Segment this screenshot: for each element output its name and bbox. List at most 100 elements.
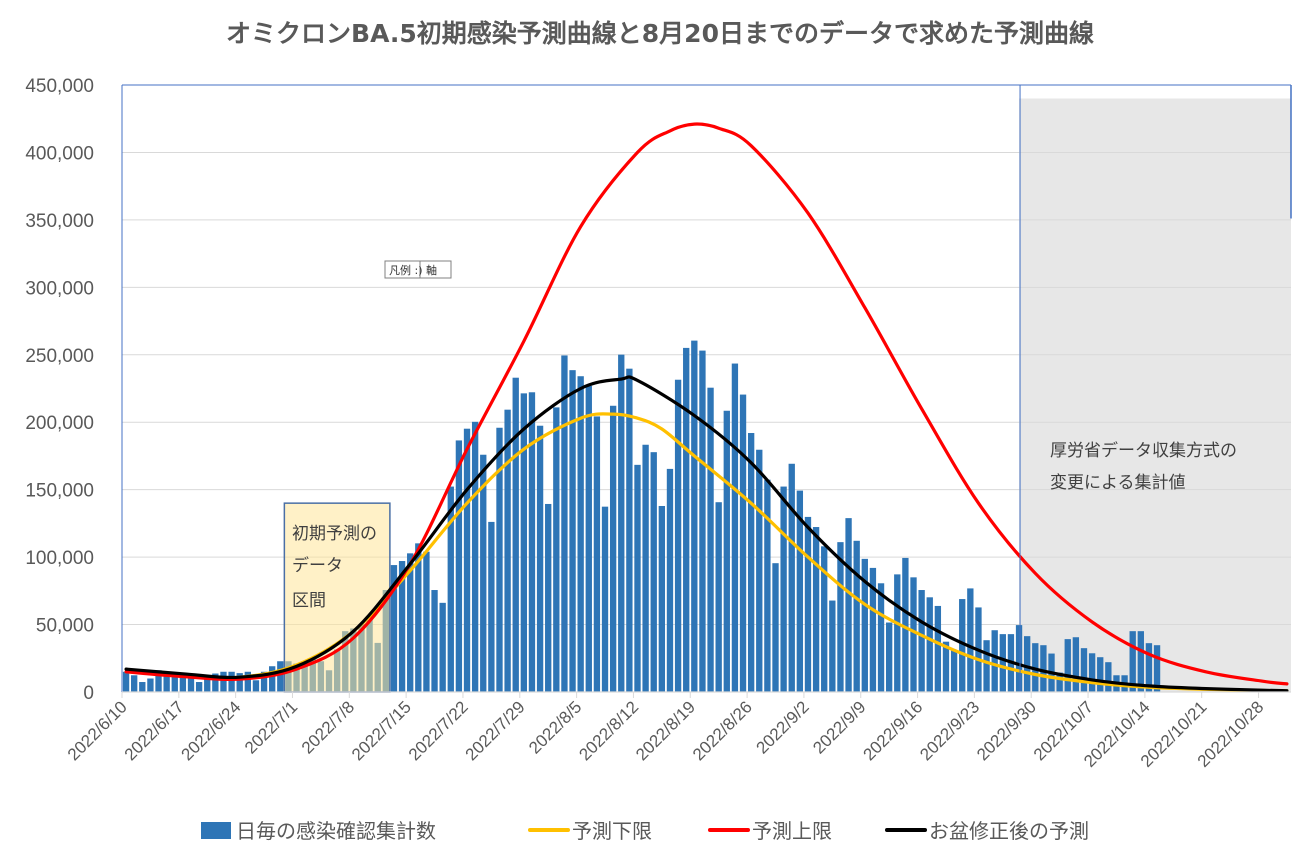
bar <box>967 588 974 692</box>
bar <box>877 583 885 692</box>
bar <box>463 428 471 692</box>
bar <box>869 567 877 692</box>
initial-data-box <box>283 502 391 693</box>
bar <box>407 553 414 692</box>
bar <box>593 416 601 692</box>
x-tick-label: 2022/7/29 <box>462 697 529 764</box>
bar <box>618 354 625 692</box>
bar <box>179 673 187 692</box>
bar <box>837 542 844 692</box>
legend-label-corrected: お盆修正後の予測 <box>929 819 1089 843</box>
bar <box>731 363 739 692</box>
bar <box>131 675 138 692</box>
bar <box>959 599 966 692</box>
x-tick-label: 2022/8/12 <box>575 697 642 764</box>
y-tick-label: 200,000 <box>25 413 94 434</box>
bar <box>821 546 828 692</box>
bar <box>147 678 154 692</box>
y-tick-label: 300,000 <box>25 278 94 299</box>
prediction-lines <box>124 122 1289 693</box>
bar <box>601 506 609 692</box>
bar <box>918 590 925 692</box>
initial-box-line-1: 初期予測の <box>292 524 377 544</box>
legend-item-upper[interactable]: 予測上限 <box>708 819 832 843</box>
x-tick-label: 2022/6/24 <box>178 697 245 764</box>
bar <box>1040 645 1047 692</box>
bar <box>999 634 1006 692</box>
bar <box>195 682 203 692</box>
y-tick-label: 100,000 <box>25 548 94 569</box>
plot-frame <box>121 84 1292 693</box>
bar <box>715 502 722 692</box>
bar <box>585 385 592 692</box>
legend-item-bars[interactable]: 日毎の感染確認集計数 <box>201 819 436 843</box>
bar <box>885 622 893 692</box>
shaded-region-line-1: 厚労省データ収集方式の <box>1050 440 1237 461</box>
legend: 日毎の感染確認集計数 予測下限 予測上限 お盆修正後の予測 <box>201 819 1089 843</box>
bar <box>691 340 698 692</box>
bar <box>926 597 933 692</box>
bar <box>739 394 747 692</box>
bar <box>1153 645 1161 692</box>
bar <box>804 516 812 692</box>
bar <box>991 630 998 692</box>
bar <box>423 551 430 692</box>
bar <box>480 454 487 692</box>
bar <box>853 540 860 692</box>
x-tick-label: 2022/7/1 <box>241 697 301 757</box>
bar <box>415 543 422 692</box>
bar <box>496 427 503 692</box>
legend-item-corrected[interactable]: お盆修正後の予測 <box>885 819 1089 843</box>
bar <box>942 641 950 692</box>
bar <box>512 377 519 692</box>
bar <box>1105 662 1112 692</box>
legend-axis-tag[interactable]: 凡例 :) 軸 <box>384 260 452 279</box>
bars-daily-cases <box>122 340 1161 692</box>
bar <box>796 490 804 692</box>
bar <box>455 440 463 692</box>
bar <box>1129 631 1136 692</box>
bar <box>431 590 438 692</box>
bar <box>1097 657 1104 692</box>
bar <box>139 682 146 692</box>
initial-data-box-layer <box>283 502 391 693</box>
bar <box>1064 639 1071 692</box>
bar <box>845 518 852 692</box>
bar <box>642 444 649 692</box>
bar <box>536 425 544 692</box>
bar <box>764 479 771 692</box>
y-tick-label: 250,000 <box>25 346 94 367</box>
bar <box>626 368 633 692</box>
bar <box>520 393 528 692</box>
bar <box>561 355 568 692</box>
initial-box-line-3: 区間 <box>292 591 326 611</box>
bar <box>1056 672 1063 692</box>
x-tick-label: 2022/6/10 <box>64 697 131 764</box>
bar <box>1145 643 1153 692</box>
legend-label-upper: 予測上限 <box>752 819 832 843</box>
bar <box>650 452 657 692</box>
bar <box>252 680 260 692</box>
x-tick-label: 2022/9/30 <box>973 697 1040 764</box>
bar <box>699 350 706 692</box>
legend-swatch-bars <box>201 822 231 839</box>
bar <box>861 558 868 692</box>
legend-item-lower[interactable]: 予測下限 <box>528 819 652 843</box>
bar <box>447 486 454 692</box>
bar <box>1072 637 1080 692</box>
bar <box>666 468 674 692</box>
bar <box>1023 636 1031 692</box>
bar <box>553 407 560 692</box>
bar <box>212 673 219 692</box>
bar <box>780 486 787 692</box>
y-tick-label: 350,000 <box>25 211 94 232</box>
bar <box>260 671 268 692</box>
bar <box>1137 631 1144 692</box>
bar <box>545 503 552 692</box>
shaded-region-label: 厚労省データ収集方式の 変更による集計値 <box>1050 440 1237 493</box>
bar <box>609 405 617 692</box>
shaded-region-layer <box>1019 98 1291 692</box>
line-corrected-prediction <box>124 375 1289 693</box>
bar <box>683 347 690 692</box>
